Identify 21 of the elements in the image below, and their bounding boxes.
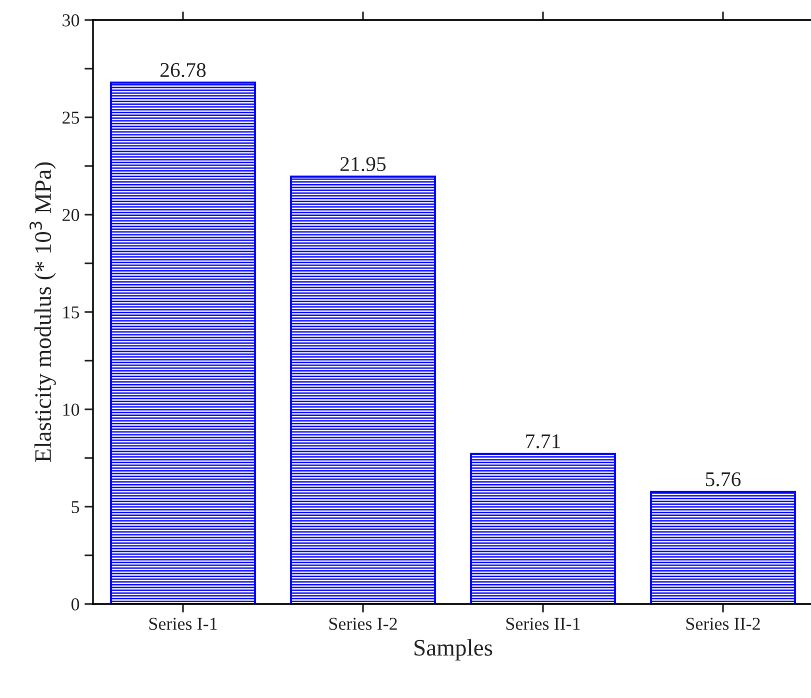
y-tick-label: 25	[62, 112, 80, 124]
x-tick-label: Series I-2	[329, 618, 397, 630]
bar	[290, 176, 436, 604]
x-tick-label: Series I-1	[149, 618, 217, 630]
data-label: 26.78	[160, 63, 206, 78]
x-tick-label: Series II-2	[686, 618, 760, 630]
x-axis-title: Samples	[414, 639, 492, 661]
y-tick-label: 30	[62, 14, 80, 26]
y-axis-title: Elasticity modulus (* 10$^{3}$ MPa)	[30, 162, 56, 462]
data-label: 21.95	[340, 157, 386, 172]
bar	[650, 490, 796, 604]
x-tick-label: Series II-1	[506, 618, 580, 630]
data-label: 5.76	[706, 472, 741, 486]
y-tick-label: 15	[63, 306, 80, 318]
bar	[110, 82, 256, 604]
y-tick-label: 10	[63, 404, 80, 416]
y-tick-label: 0	[71, 598, 80, 610]
bar	[470, 452, 616, 604]
y-tick-label: 20	[62, 208, 80, 222]
y-tick-label: 5	[72, 501, 80, 514]
data-label: 7.71	[526, 434, 560, 448]
